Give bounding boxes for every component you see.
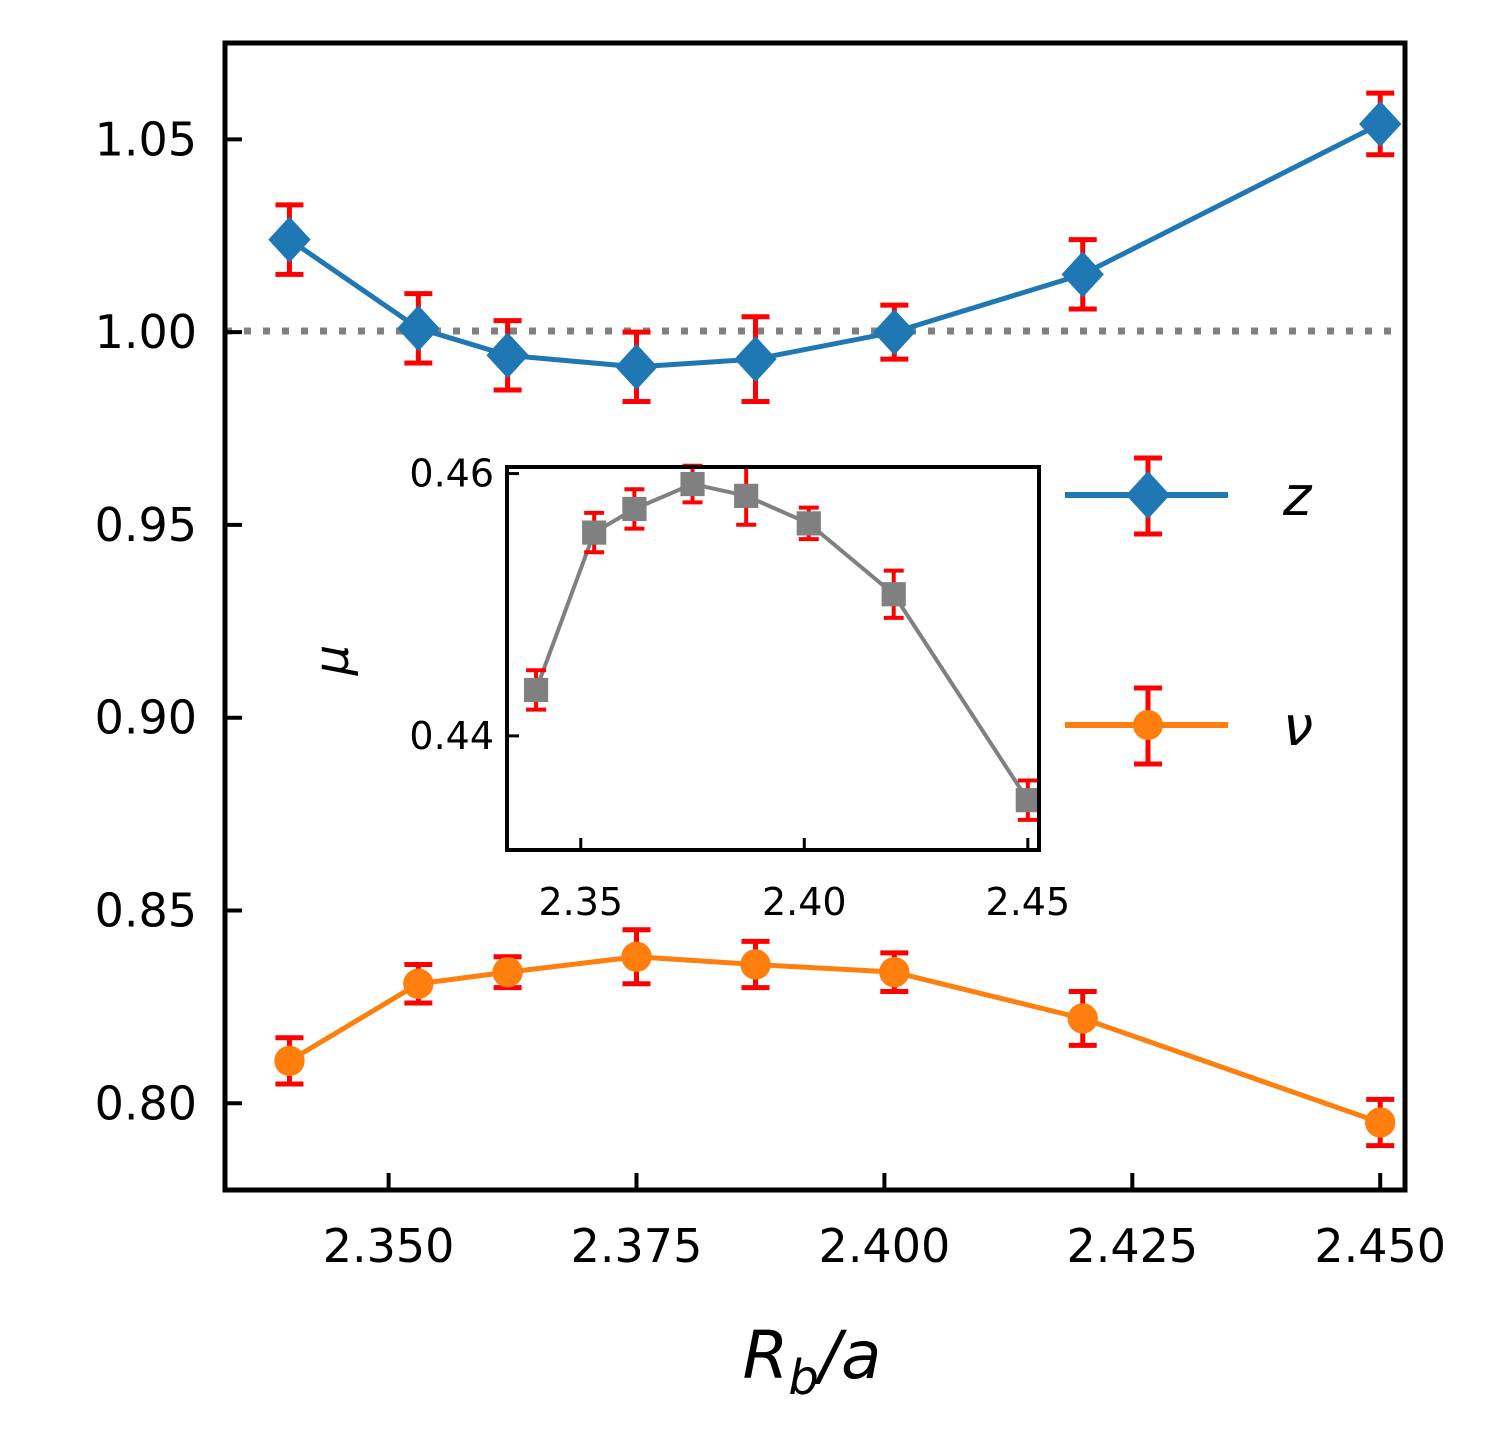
inset-plot: 2.35 2.40 2.45 0.44 0.46 μ: [304, 452, 1070, 924]
legend-label-nu: ν: [1283, 695, 1313, 758]
main-data-point: [621, 941, 652, 972]
inset-series-layer: [523, 463, 1040, 822]
main-data-point: [486, 332, 529, 379]
main-data-point: [1365, 1107, 1396, 1138]
main-series-layer: [268, 90, 1402, 1149]
inset-y-tick-label: 0.44: [409, 714, 494, 758]
inset-data-point: [680, 471, 705, 497]
inset-data-point: [523, 677, 549, 703]
main-data-point: [1067, 1003, 1098, 1034]
main-plot: 2.350 2.375 2.400 2.425 2.450 0.800.850.900.…: [95, 40, 1446, 1406]
main-data-point: [403, 968, 434, 999]
legend-marker-nu: [1133, 710, 1163, 740]
main-data-point: [397, 305, 440, 352]
main-y-tick-label: 0.80: [95, 1076, 197, 1130]
main-data-point: [873, 309, 916, 356]
main-data-point: [740, 949, 771, 980]
inset-data-point: [734, 483, 759, 508]
legend-entry-nu: ν: [1065, 685, 1313, 767]
main-x-axis-ticks: 2.350 2.375 2.400 2.425 2.450: [323, 1173, 1446, 1273]
main-y-axis-ticks: 0.80 0.85 0.90 0.95 1.00 1.05: [95, 112, 242, 1130]
main-data-point: [274, 1045, 305, 1077]
inset-x-tick-label: 2.35: [538, 880, 623, 924]
main-data-point: [1061, 251, 1104, 298]
main-series-1: [274, 927, 1396, 1149]
inset-x-tick-label: 2.45: [986, 880, 1071, 924]
x-axis-label: Rb/a: [742, 1317, 881, 1406]
inset-y-tick-label: 0.46: [409, 452, 494, 496]
main-y-tick-label: 0.85: [95, 883, 197, 937]
inset-data-point: [881, 582, 906, 607]
main-plot-frame: [222, 40, 1408, 1193]
x-axis-label-subscript: b: [788, 1350, 818, 1406]
legend-entry-z: z: [1065, 455, 1313, 537]
main-x-tick-label: 2.375: [571, 1219, 703, 1273]
inset-y-axis-label: μ: [304, 645, 360, 677]
inset-x-tick-label: 2.40: [762, 880, 847, 924]
legend: z ν: [1065, 455, 1313, 767]
inset-plot-frame: [505, 465, 1041, 852]
main-data-point: [734, 336, 777, 383]
main-x-tick-label: 2.350: [323, 1219, 455, 1273]
inset-data-point: [1015, 788, 1040, 813]
main-x-tick-label: 2.450: [1314, 1219, 1446, 1273]
inset-data-point: [622, 496, 647, 522]
main-data-point: [1359, 100, 1402, 147]
main-y-tick-label: 1.05: [95, 112, 197, 166]
main-y-tick-label: 0.95: [95, 498, 197, 552]
main-y-tick-label: 1.00: [95, 305, 197, 359]
main-x-tick-label: 2.400: [819, 1219, 951, 1273]
inset-data-point: [796, 511, 821, 536]
inset-y-axis-ticks: 0.44 0.46: [409, 452, 519, 758]
inset-x-axis-ticks: 2.35 2.40 2.45: [538, 838, 1070, 924]
x-axis-label-suffix: /a: [814, 1317, 882, 1394]
main-data-point: [268, 216, 311, 263]
main-data-point: [615, 343, 658, 390]
legend-marker-z: [1126, 471, 1170, 519]
main-series-0: [268, 90, 1402, 405]
main-data-point: [492, 956, 523, 988]
legend-label-z: z: [1282, 465, 1313, 528]
inset-series-0: [523, 463, 1040, 822]
main-data-point: [879, 956, 910, 988]
main-y-tick-label: 0.90: [95, 691, 197, 745]
inset-data-point: [582, 520, 607, 545]
main-x-tick-label: 2.425: [1066, 1219, 1198, 1273]
main-series-line: [288, 954, 1382, 1125]
